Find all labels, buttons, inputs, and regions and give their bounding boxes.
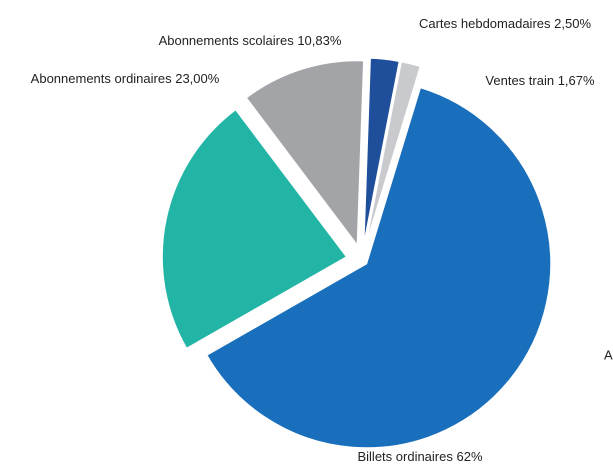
pie-slice [161,109,348,349]
pie-slice [245,60,365,247]
slice-value-label: 23,00% [175,71,220,86]
slice-value-label: 62% [456,449,482,464]
slice-category: Ventes train [485,73,554,88]
slice-label: Abonnements ordinaires 23,00% [31,71,220,86]
slice-category: Cartes hebdomadaires [419,16,551,31]
slice-value-label: 10,83% [297,33,342,48]
pie-slice [206,87,552,449]
slice-category: Abonnements ordinaires [31,71,172,86]
annotation: A [604,347,613,362]
slice-label: Ventes train 1,67% [485,73,595,88]
pie-slice [363,57,400,243]
slice-category: Billets ordinaires [357,449,453,464]
slice-value-label: 2,50% [554,16,591,31]
slice-value-label: 1,67% [558,73,595,88]
pie-slice [365,61,421,243]
slice-category: Abonnements scolaires [159,33,295,48]
slice-label: Cartes hebdomadaires 2,50% [419,16,591,31]
slice-label: Abonnements scolaires 10,83% [159,33,342,48]
slice-label: Billets ordinaires 62% [357,449,482,464]
